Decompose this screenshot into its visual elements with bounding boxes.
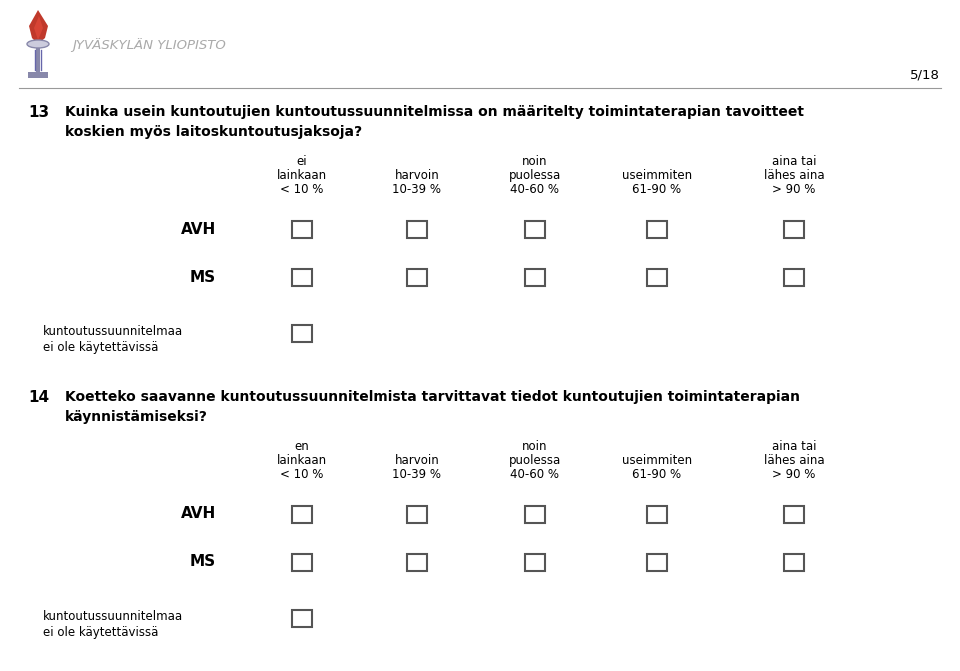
Bar (525, 554, 545, 570)
Text: > 90 %: > 90 % (772, 183, 816, 196)
Text: 13: 13 (28, 105, 49, 120)
Text: aina tai: aina tai (772, 155, 816, 168)
Bar (647, 505, 667, 523)
Bar (784, 505, 804, 523)
Text: Koetteko saavanne kuntoutussuunnitelmista tarvittavat tiedot kuntoutujien toimin: Koetteko saavanne kuntoutussuunnitelmist… (65, 390, 800, 404)
Text: lähes aina: lähes aina (764, 169, 825, 182)
Text: käynnistämiseksi?: käynnistämiseksi? (65, 410, 208, 424)
Text: AVH: AVH (180, 507, 216, 521)
Text: puolessa: puolessa (509, 454, 562, 467)
Bar (525, 505, 545, 523)
Bar (292, 325, 312, 342)
Bar (525, 268, 545, 285)
Text: 10-39 %: 10-39 % (393, 468, 442, 481)
Bar (292, 221, 312, 238)
Bar (407, 554, 427, 570)
Text: > 90 %: > 90 % (772, 468, 816, 481)
Text: ei ole käytettävissä: ei ole käytettävissä (43, 626, 158, 639)
Bar (292, 554, 312, 570)
Text: useimmiten: useimmiten (622, 169, 692, 182)
Text: JYVÄSKYLÄN YLIOPISTO: JYVÄSKYLÄN YLIOPISTO (72, 38, 226, 52)
Text: 61-90 %: 61-90 % (633, 468, 682, 481)
Text: < 10 %: < 10 % (280, 183, 324, 196)
Text: 40-60 %: 40-60 % (511, 468, 560, 481)
Text: puolessa: puolessa (509, 169, 562, 182)
Bar (647, 554, 667, 570)
Ellipse shape (27, 40, 49, 48)
Bar (407, 268, 427, 285)
Bar (525, 221, 545, 238)
Text: < 10 %: < 10 % (280, 468, 324, 481)
Bar (292, 505, 312, 523)
Text: Kuinka usein kuntoutujien kuntoutussuunnitelmissa on määritelty toimintaterapian: Kuinka usein kuntoutujien kuntoutussuunn… (65, 105, 804, 119)
Text: lainkaan: lainkaan (276, 169, 327, 182)
Bar (292, 609, 312, 627)
Bar (292, 268, 312, 285)
Text: kuntoutussuunnitelmaa: kuntoutussuunnitelmaa (43, 610, 183, 623)
Bar (784, 554, 804, 570)
Text: 40-60 %: 40-60 % (511, 183, 560, 196)
Bar (784, 221, 804, 238)
Text: koskien myös laitoskuntoutusjaksoja?: koskien myös laitoskuntoutusjaksoja? (65, 125, 362, 139)
Polygon shape (34, 16, 43, 40)
Text: noin: noin (522, 440, 548, 453)
Bar (407, 505, 427, 523)
Text: AVH: AVH (180, 221, 216, 236)
Text: 5/18: 5/18 (910, 68, 940, 81)
Text: MS: MS (190, 554, 216, 570)
Text: noin: noin (522, 155, 548, 168)
Text: ei ole käytettävissä: ei ole käytettävissä (43, 341, 158, 354)
Text: harvoin: harvoin (395, 454, 440, 467)
Text: kuntoutussuunnitelmaa: kuntoutussuunnitelmaa (43, 325, 183, 338)
Text: useimmiten: useimmiten (622, 454, 692, 467)
Polygon shape (29, 10, 48, 44)
Bar (28, 72, 48, 78)
Bar (647, 268, 667, 285)
Text: harvoin: harvoin (395, 169, 440, 182)
Text: lähes aina: lähes aina (764, 454, 825, 467)
Text: MS: MS (190, 270, 216, 285)
Text: 14: 14 (28, 390, 49, 405)
Bar (784, 268, 804, 285)
Text: 10-39 %: 10-39 % (393, 183, 442, 196)
Text: en: en (295, 440, 309, 453)
Text: 61-90 %: 61-90 % (633, 183, 682, 196)
Bar (36, 48, 40, 72)
Text: aina tai: aina tai (772, 440, 816, 453)
Text: lainkaan: lainkaan (276, 454, 327, 467)
Bar (647, 221, 667, 238)
Text: ei: ei (297, 155, 307, 168)
Bar (407, 221, 427, 238)
